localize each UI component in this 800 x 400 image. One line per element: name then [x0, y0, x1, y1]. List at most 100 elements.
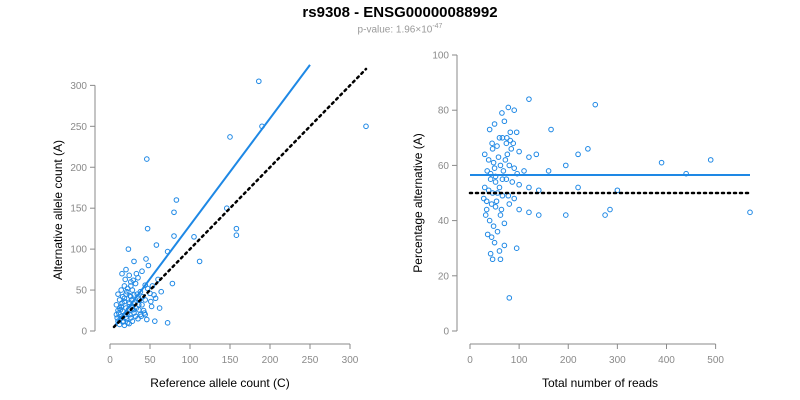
y-tick-label: 100 — [70, 245, 87, 256]
y-tick-label: 300 — [70, 81, 87, 92]
y-tick-label: 50 — [76, 286, 88, 297]
data-point — [153, 242, 160, 248]
data-point — [482, 212, 489, 218]
data-point — [607, 206, 613, 213]
data-point — [526, 184, 532, 191]
data-point — [487, 250, 494, 257]
data-point — [143, 256, 149, 262]
data-point — [516, 181, 522, 188]
data-point — [152, 295, 159, 302]
data-point — [516, 148, 522, 155]
data-point — [496, 135, 503, 141]
data-point — [575, 184, 581, 191]
data-point — [171, 233, 177, 239]
data-point — [509, 179, 516, 185]
data-point — [227, 134, 233, 140]
x-tick-label: 300 — [609, 355, 626, 366]
data-point — [139, 268, 145, 275]
data-point — [489, 140, 495, 147]
data-point — [113, 302, 120, 308]
data-point — [488, 201, 495, 207]
data-point — [614, 187, 621, 194]
data-point — [481, 184, 488, 191]
data-point — [506, 201, 513, 207]
data-point — [507, 129, 514, 136]
y-tick-label: 20 — [438, 271, 450, 282]
data-point — [602, 212, 608, 218]
data-point — [526, 209, 532, 216]
data-point — [126, 320, 132, 327]
data-point — [233, 225, 240, 232]
data-point — [494, 228, 501, 235]
x-tick-label: 150 — [222, 355, 239, 366]
data-point — [545, 168, 552, 174]
data-point — [171, 209, 177, 216]
data-point — [513, 245, 520, 251]
data-point — [489, 256, 496, 263]
data-point — [499, 176, 506, 182]
data-point — [120, 293, 126, 300]
x-tick-label: 100 — [511, 355, 528, 366]
x-tick-label: 400 — [658, 355, 675, 366]
fit-line — [113, 64, 311, 328]
data-point — [498, 206, 505, 213]
data-point — [123, 266, 129, 273]
data-point — [119, 300, 125, 306]
data-point — [490, 159, 497, 166]
data-point — [526, 154, 532, 160]
data-point — [131, 258, 137, 265]
data-point — [562, 162, 569, 169]
data-point — [747, 209, 753, 216]
data-point — [497, 256, 504, 263]
data-point — [490, 223, 497, 229]
y-tick-label: 60 — [438, 161, 450, 172]
y-axis-label: Alternative allele count (A) — [51, 140, 65, 280]
data-point — [132, 313, 139, 320]
data-point — [116, 310, 122, 316]
data-point — [119, 270, 125, 277]
data-point — [148, 303, 155, 310]
x-tick-label: 300 — [342, 355, 359, 366]
data-point — [499, 135, 506, 141]
data-point — [526, 96, 532, 102]
data-point — [658, 159, 665, 166]
data-point — [130, 277, 136, 284]
data-point — [151, 292, 157, 298]
data-point — [486, 217, 493, 224]
data-point — [516, 206, 522, 213]
data-point — [363, 123, 369, 130]
data-point — [491, 165, 498, 171]
x-tick-label: 50 — [144, 355, 156, 366]
data-point — [510, 140, 517, 147]
data-point — [508, 146, 515, 152]
data-point — [502, 157, 509, 163]
data-point — [126, 272, 132, 279]
data-point — [585, 146, 591, 152]
data-point — [483, 206, 490, 213]
allele-count-scatter-plot: 0 50 100 150 200 250 300 0 50 100 150 200 250 300 Refe… — [51, 64, 369, 390]
data-point — [144, 156, 150, 162]
data-point — [501, 242, 508, 249]
data-point — [141, 310, 148, 316]
data-point — [125, 246, 132, 252]
data-point — [144, 225, 151, 232]
x-tick-label: 250 — [302, 355, 319, 366]
data-point — [562, 212, 569, 218]
data-point — [122, 276, 128, 283]
data-point — [500, 168, 507, 174]
data-point — [173, 197, 180, 203]
data-point — [497, 212, 504, 218]
data-point — [138, 313, 144, 320]
data-point — [505, 104, 512, 111]
data-point — [148, 298, 154, 305]
x-tick-label: 100 — [182, 355, 199, 366]
data-point — [492, 179, 499, 185]
data-point — [511, 107, 518, 113]
data-point — [489, 146, 496, 152]
chart-title: rs9308 - ENSG00000088992 — [302, 4, 498, 21]
percentage-alternative-scatter-plot: 0 100 200 300 400 500 0 20 40 60 80 100 Total number… — [411, 51, 753, 390]
data-point — [233, 232, 240, 239]
y-tick-label: 0 — [81, 327, 87, 338]
data-point — [501, 220, 508, 227]
data-point — [118, 303, 124, 310]
